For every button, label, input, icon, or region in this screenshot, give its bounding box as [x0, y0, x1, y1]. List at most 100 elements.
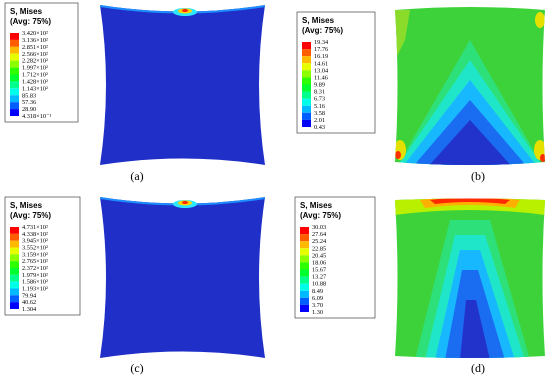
legend-value: 2.765×10²: [22, 258, 48, 265]
legend-swatch: [302, 63, 311, 71]
legend-value: 10.88: [312, 281, 326, 288]
legend-value: 57.36: [22, 99, 36, 106]
panel-label: (b): [471, 169, 485, 183]
legend-swatch: [10, 240, 19, 248]
legend-swatch: [300, 290, 309, 298]
legend-value: 1.712×10²: [22, 72, 48, 79]
legend-value: 85.83: [22, 92, 36, 99]
legend-swatch: [300, 276, 309, 284]
legend-value: 22.85: [312, 245, 326, 252]
contour-a: [100, 5, 265, 165]
legend-title: (Avg: 75%): [300, 211, 341, 220]
legend-swatch: [302, 77, 311, 85]
legend-value: 3.420×10²: [22, 30, 48, 37]
legend-value: 3.70: [312, 302, 323, 309]
legend-value: 3.136×10²: [22, 37, 48, 44]
legend-value: 2.372×10²: [22, 265, 48, 272]
legend-value: 25.24: [312, 238, 327, 245]
legend-value: 1.143×10²: [22, 85, 48, 92]
legend-value: 0.43: [314, 124, 325, 131]
panel-label: (d): [471, 361, 485, 375]
legend-value: 3.552×10²: [22, 245, 48, 252]
legend-value: 28.90: [22, 106, 36, 113]
legend-value: 16.19: [314, 53, 328, 60]
legend-value: 3.945×10²: [22, 238, 48, 245]
legend-value: 1.193×10²: [22, 286, 48, 293]
legend-value: 9.89: [314, 82, 325, 89]
legend-swatch: [10, 74, 19, 82]
legend-swatch: [10, 46, 19, 54]
legend-swatch: [10, 261, 19, 268]
legend-value: 8.49: [312, 288, 323, 295]
legend-swatch: [10, 254, 19, 262]
contour-d: [395, 198, 545, 358]
legend-swatch: [10, 302, 19, 309]
legend-swatch: [302, 112, 311, 120]
legend-value: 20.45: [312, 252, 326, 259]
legend-value: 1.428×10²: [22, 78, 48, 85]
legend-swatch: [10, 81, 19, 89]
legend-swatch: [300, 241, 309, 249]
legend-swatch: [302, 56, 311, 64]
legend-value: 40.62: [22, 299, 36, 306]
legend-title: (Avg: 75%): [10, 211, 51, 220]
legend-value: 15.67: [312, 267, 326, 274]
legend-value: 27.64: [312, 231, 327, 238]
legend-value: 1.304: [22, 306, 37, 313]
legend-swatch: [300, 269, 309, 277]
legend-value: 19.34: [314, 39, 329, 46]
legend-swatch: [300, 248, 309, 256]
legend-value: 2.01: [314, 117, 325, 124]
legend-swatch: [300, 255, 309, 263]
legend-swatch: [300, 283, 309, 291]
legend-swatch: [10, 88, 19, 96]
legend-swatch: [302, 84, 311, 92]
legend-value: 11.46: [314, 74, 328, 81]
legend-value: 18.06: [312, 259, 326, 266]
legend-swatch: [10, 268, 19, 275]
legend-swatch: [10, 33, 19, 40]
legend-title: S, Mises: [10, 7, 43, 16]
legend-value: 13.27: [312, 274, 326, 281]
legend-value: 3.159×10²: [22, 251, 48, 258]
legend-value: 6.73: [314, 96, 325, 103]
legend-title: (Avg: 75%): [10, 17, 51, 26]
contour-b: [395, 7, 545, 165]
legend-value: 6.09: [312, 295, 323, 302]
legend-title: S, Mises: [302, 16, 335, 25]
legend-swatch: [10, 60, 19, 68]
legend-swatch: [302, 91, 311, 99]
legend-swatch: [10, 247, 19, 255]
legend-value: 2.566×10²: [22, 51, 48, 58]
legend-swatch: [300, 304, 309, 312]
legend-value: 1.979×10²: [22, 272, 48, 279]
legend-value: 1.586×10²: [22, 279, 48, 286]
legend-swatch: [10, 227, 19, 234]
legend-swatch: [302, 105, 311, 113]
legend-value: 13.04: [314, 67, 329, 74]
legend-swatch: [300, 234, 309, 242]
legend-swatch: [10, 39, 19, 47]
legend-swatch: [300, 262, 309, 270]
legend-swatch: [300, 227, 309, 235]
legend-swatch: [302, 98, 311, 106]
legend-title: S, Mises: [10, 201, 43, 210]
legend-value: 1.997×10²: [22, 65, 48, 72]
legend-value: 17.76: [314, 46, 328, 53]
legend-value: 4.318×10⁻¹: [22, 113, 51, 120]
legend-title: S, Mises: [300, 201, 333, 210]
panel-label: (c): [130, 361, 143, 375]
contour-c: [100, 197, 265, 358]
legend-swatch: [10, 274, 19, 282]
legend-value: 3.58: [314, 110, 325, 117]
panel-label: (a): [130, 169, 143, 183]
legend-swatch: [10, 102, 19, 110]
legend-swatch: [10, 109, 19, 116]
legend-swatch: [300, 297, 309, 305]
legend-swatch: [302, 70, 311, 78]
legend-value: 30.03: [312, 224, 326, 231]
legend-swatch: [10, 67, 19, 75]
legend-swatch: [10, 281, 19, 289]
legend-value: 2.851×10²: [22, 44, 48, 51]
